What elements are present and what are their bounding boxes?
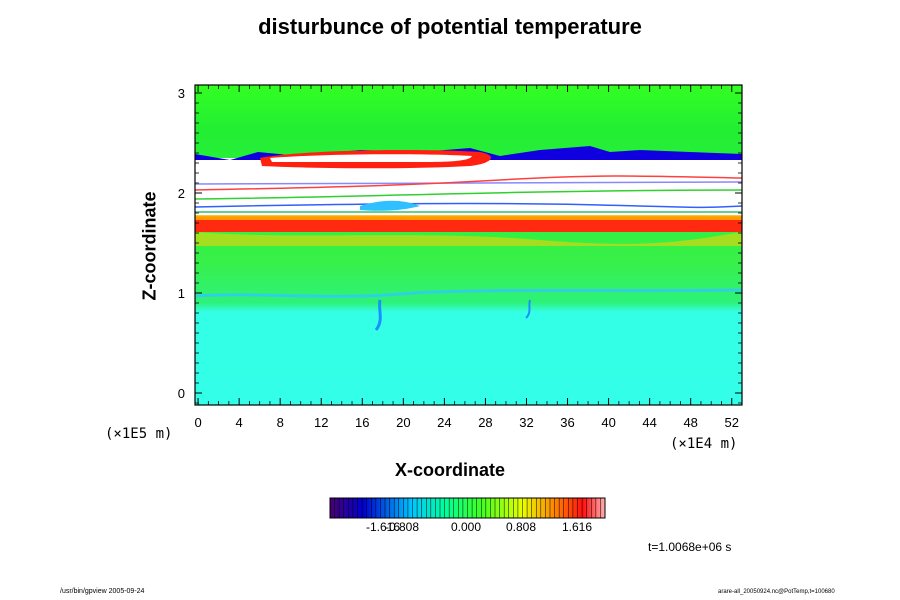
x-tick-label: 20 — [396, 415, 410, 430]
heatmap-field — [195, 85, 742, 405]
colorbar-tick-label: 0.000 — [451, 520, 481, 534]
colorbar — [329, 497, 606, 519]
chart-title: disturbunce of potential temperature — [258, 14, 642, 39]
footer-command: /usr/bin/gpview 2005-09-24 — [60, 588, 145, 595]
y-tick-label: 3 — [178, 86, 185, 101]
y-axis-unit: (×1E5 m) — [105, 426, 173, 442]
x-tick-label: 52 — [725, 415, 739, 430]
x-tick-label: 16 — [355, 415, 369, 430]
time-label: t=1.0068e+06 s — [648, 540, 732, 554]
x-axis-label: X-coordinate — [394, 460, 505, 480]
x-tick-label: 8 — [277, 415, 284, 430]
x-tick-label: 28 — [478, 415, 492, 430]
colorbar-tick-label: 1.616 — [562, 520, 592, 534]
x-tick-label: 48 — [683, 415, 697, 430]
x-tick-label: 32 — [519, 415, 533, 430]
y-axis-label: Z-coordinate — [139, 191, 160, 301]
x-tick-label: 0 — [194, 415, 201, 430]
footer-source: arare-all_20050924.nc@PotTemp,t=100680 — [718, 589, 835, 595]
y-tick-label: 1 — [178, 286, 185, 301]
x-tick-label: 44 — [642, 415, 656, 430]
x-tick-label: 40 — [601, 415, 615, 430]
y-tick-label: 2 — [178, 186, 185, 201]
x-tick-label: 4 — [236, 415, 243, 430]
x-tick-label: 36 — [560, 415, 574, 430]
x-axis-unit: (×1E4 m) — [670, 436, 738, 452]
colorbar-tick-label: -1.616 — [366, 520, 400, 534]
x-tick-label: 24 — [437, 415, 451, 430]
plot-frame — [194, 84, 743, 406]
x-tick-label: 12 — [314, 415, 328, 430]
y-tick-label: 0 — [178, 386, 185, 401]
colorbar-tick-label: 0.808 — [506, 520, 536, 534]
colorbar-tick-label: -0.808 — [385, 520, 419, 534]
